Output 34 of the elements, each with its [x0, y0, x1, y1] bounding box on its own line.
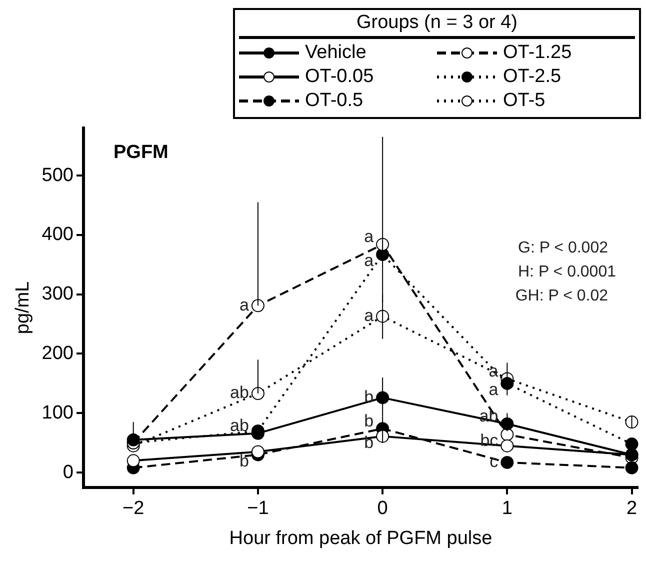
- legend-label: OT-2.5: [503, 66, 562, 88]
- x-tick-label: −2: [122, 498, 144, 520]
- x-tick-label: 1: [502, 498, 512, 520]
- legend-label: OT-0.5: [305, 90, 364, 112]
- annotation: ab: [230, 383, 249, 402]
- y-axis-title: pg/mL: [12, 281, 34, 334]
- annotation: a: [239, 295, 250, 314]
- x-tick-label: 0: [377, 498, 388, 520]
- annotation: a: [364, 227, 374, 246]
- y-tick-label: 300: [42, 284, 74, 305]
- legend-title: Groups (n = 3 or 4): [239, 10, 635, 39]
- legend-label: OT-1.25: [503, 42, 572, 64]
- annotation: ab: [230, 416, 249, 436]
- y-tick-label: 500: [42, 164, 74, 186]
- x-tick-label: −1: [247, 498, 269, 520]
- annotation: a: [488, 380, 499, 400]
- x-tick-label: 2: [626, 498, 638, 520]
- text: PGFM: [114, 142, 168, 164]
- y-tick-label: 100: [42, 402, 74, 424]
- annotation: GH: P < 0.02: [515, 287, 608, 304]
- annotation: a: [364, 306, 374, 325]
- legend-label: Vehicle: [305, 42, 366, 64]
- annotation: G: P < 0.002: [518, 239, 608, 256]
- annotation: a: [364, 251, 374, 270]
- y-tick-label: 0: [62, 462, 74, 483]
- y-tick-label: 400: [42, 224, 74, 246]
- annotation: b: [364, 411, 374, 430]
- legend-label: OT-0.05: [305, 66, 374, 88]
- annotation: b: [239, 451, 249, 470]
- annotation: H: P < 0.0001: [518, 263, 616, 280]
- annotation: b: [364, 433, 374, 452]
- legend-label: OT-5: [503, 90, 546, 112]
- x-axis-title: Hour from peak of PGFM pulse: [229, 528, 492, 549]
- y-tick-label: 200: [42, 342, 74, 364]
